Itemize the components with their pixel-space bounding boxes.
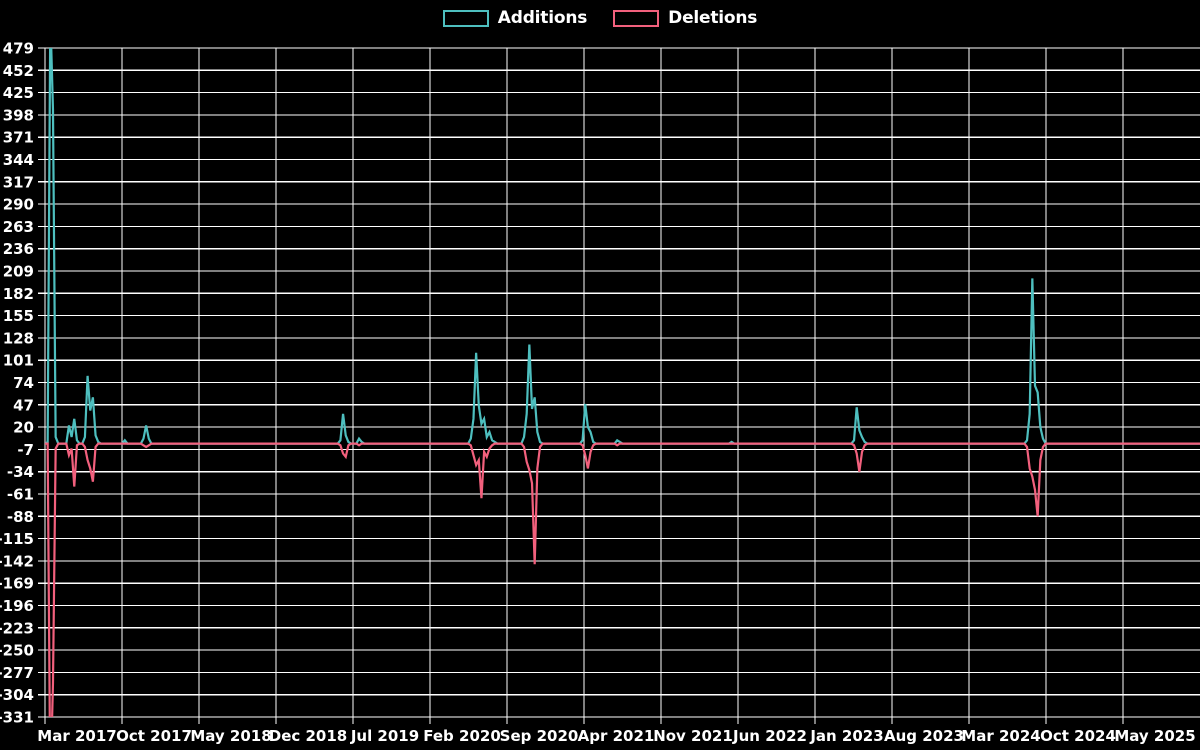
y-axis-tick-label: -88 — [7, 508, 34, 526]
y-axis-tick-label: -115 — [0, 530, 34, 548]
y-axis-tick-label: 209 — [3, 263, 34, 281]
y-axis-tick-label: -169 — [0, 575, 34, 593]
legend-item-deletions[interactable]: Deletions — [613, 8, 757, 28]
y-axis-tick-label: 236 — [3, 240, 34, 258]
y-axis-tick-label: 398 — [3, 106, 34, 124]
y-axis-tick-label: 344 — [3, 151, 34, 169]
y-axis-tick-labels: 479 452 425 398 371 344 317 290 263 236 209 182 155 1… — [0, 40, 34, 727]
x-axis-tick-label: Nov 2021 — [653, 727, 733, 745]
y-axis-tick-label: 425 — [3, 84, 34, 102]
x-axis-tick-label: Aug 2023 — [884, 727, 964, 745]
legend-swatch-additions-icon — [442, 9, 489, 27]
y-axis-tick-label: -277 — [0, 664, 34, 682]
y-axis-tick-label: -196 — [0, 597, 34, 615]
x-axis-tick-label: Oct 2024 — [1040, 727, 1116, 745]
x-axis-tick-label: Dec 2018 — [269, 727, 348, 745]
x-axis-tick-label: Jan 2023 — [809, 727, 883, 745]
y-axis-tick-label: -304 — [0, 686, 34, 704]
y-axis-tick-label: -61 — [7, 486, 34, 504]
data-series — [45, 48, 1200, 717]
y-axis-tick-label: 371 — [3, 129, 34, 147]
grid-lines — [38, 47, 1200, 724]
legend-item-additions[interactable]: Additions — [442, 8, 588, 28]
y-axis-tick-label: -34 — [7, 463, 34, 481]
y-axis-tick-label: -250 — [0, 642, 34, 660]
x-axis-tick-label: Jul 2019 — [350, 727, 419, 745]
y-axis-tick-label: 452 — [3, 62, 34, 80]
y-axis-tick-label: 47 — [13, 396, 34, 414]
x-axis-tick-label: Apr 2021 — [578, 727, 655, 745]
x-axis-tick-label: Sep 2020 — [500, 727, 579, 745]
x-axis-tick-label: May 2025 — [1114, 727, 1195, 745]
y-axis-tick-label: 317 — [3, 173, 34, 191]
x-axis-tick-label: Mar 2024 — [961, 727, 1040, 745]
x-axis-tick-label: Mar 2017 — [37, 727, 116, 745]
x-axis-tick-label: May 2018 — [190, 727, 271, 745]
y-axis-tick-label: 263 — [3, 218, 34, 236]
series-line-additions — [45, 48, 1200, 445]
y-axis-tick-label: -7 — [17, 441, 34, 459]
x-axis-tick-label: Jun 2022 — [732, 727, 807, 745]
legend-label-deletions: Deletions — [668, 8, 758, 28]
y-axis-tick-label: 290 — [3, 196, 34, 214]
y-axis-tick-label: 479 — [3, 40, 34, 58]
series-line-deletions — [45, 442, 1200, 717]
x-axis-tick-label: Feb 2020 — [423, 727, 501, 745]
y-axis-tick-label: -142 — [0, 552, 34, 570]
series-clip-group — [45, 48, 1200, 717]
y-axis-tick-label: 20 — [13, 419, 34, 437]
y-axis-tick-label: 182 — [3, 285, 34, 303]
y-axis-tick-label: 128 — [3, 329, 34, 347]
y-axis-tick-label: -331 — [0, 709, 34, 727]
y-axis-tick-label: 74 — [13, 374, 34, 392]
legend-label-additions: Additions — [497, 8, 588, 28]
y-axis-tick-label: -223 — [0, 619, 34, 637]
y-axis-tick-label: 155 — [3, 307, 34, 325]
legend-swatch-deletions-icon — [613, 9, 660, 27]
y-axis-tick-label: 101 — [3, 352, 34, 370]
chart-legend: Additions Deletions — [0, 0, 1200, 36]
x-axis-tick-label: Oct 2017 — [116, 727, 192, 745]
